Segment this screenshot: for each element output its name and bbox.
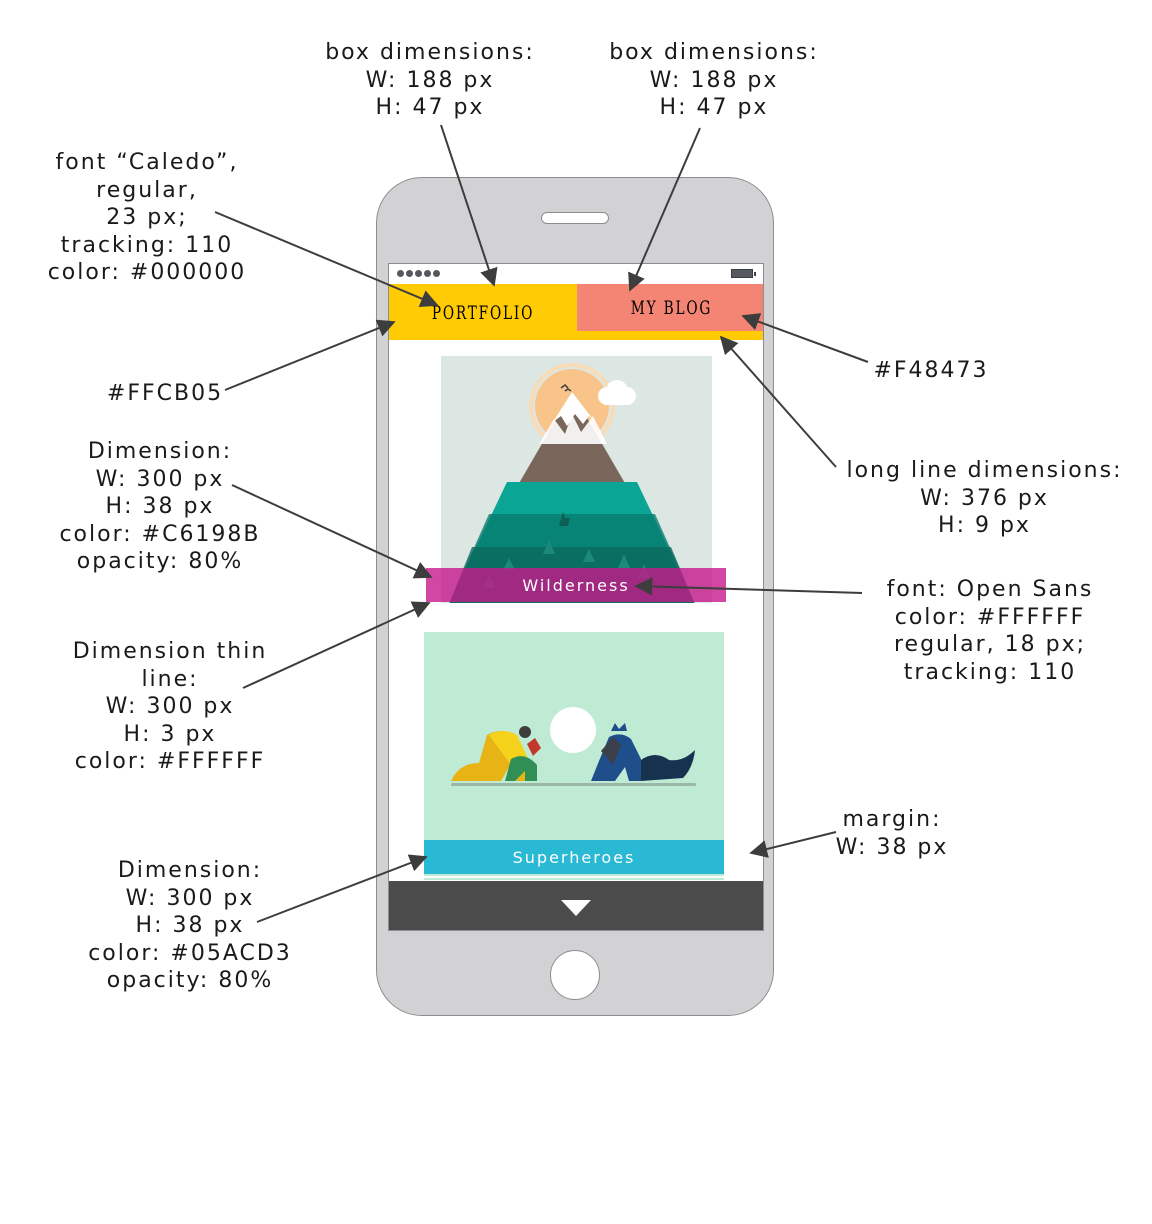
annotation-margin: margin: W: 38 px — [835, 807, 949, 860]
superheroes-illustration — [424, 632, 724, 880]
arrow-color-salmon — [741, 313, 869, 363]
down-arrow-icon[interactable] — [561, 900, 591, 916]
annotation-box-dimensions-left: box dimensions: W: 188 px H: 47 px — [325, 40, 535, 120]
annotation-color-yellow: #FFCB05 — [106, 381, 224, 406]
wilderness-label-bar: Wilderness — [426, 568, 726, 602]
arrow-font-caledo — [214, 211, 439, 308]
speaker-slot — [541, 212, 609, 224]
arrow-thin-line — [242, 601, 431, 689]
arrow-box-right — [628, 127, 701, 292]
home-button[interactable] — [550, 950, 600, 1000]
arrow-color-yellow — [224, 319, 396, 391]
arrow-dimension-blue — [256, 854, 428, 923]
annotation-long-line: long line dimensions: W: 376 px H: 9 px — [846, 458, 1123, 538]
superheroes-thin-line — [424, 876, 724, 878]
wilderness-thin-line — [426, 603, 726, 605]
annotation-font-open-sans: font: Open Sans color: #FFFFFF regular, … — [886, 577, 1094, 685]
annotation-thin-line: Dimension thin line: W: 300 px H: 3 px c… — [72, 639, 268, 774]
wilderness-label: Wilderness — [522, 575, 630, 595]
annotation-box-dimensions-right: box dimensions: W: 188 px H: 47 px — [609, 40, 819, 120]
annotation-color-salmon: #F48473 — [873, 358, 989, 383]
tab-my-blog-label: MY BLOG — [630, 296, 712, 319]
superheroes-label-bar: Superheroes — [424, 840, 724, 874]
status-bar — [389, 264, 763, 284]
battery-icon — [731, 269, 756, 278]
annotation-font-caledo: font “Caledo”, regular, 23 px; tracking:… — [47, 150, 247, 285]
signal-dots-icon — [397, 270, 440, 277]
arrow-dimension-magenta — [231, 484, 433, 579]
annotation-dimension-magenta: Dimension: W: 300 px H: 38 px color: #C6… — [59, 439, 261, 574]
tab-my-blog[interactable]: MY BLOG — [577, 284, 763, 331]
arrow-font-open-sans — [634, 577, 863, 596]
annotation-dimension-blue: Dimension: W: 300 px H: 38 px color: #05… — [88, 858, 292, 993]
phone-screen: PORTFOLIO MY BLOG — [388, 263, 764, 931]
arrow-margin — [749, 831, 837, 858]
superheroes-label: Superheroes — [512, 847, 636, 867]
bottom-bar — [389, 881, 763, 930]
arrow-box-left — [440, 124, 498, 287]
tab-portfolio-label: PORTFOLIO — [431, 301, 535, 324]
card-wilderness[interactable]: Wilderness — [389, 264, 763, 614]
arrow-long-line — [719, 335, 837, 468]
card-superheroes[interactable]: Superheroes — [389, 264, 763, 881]
